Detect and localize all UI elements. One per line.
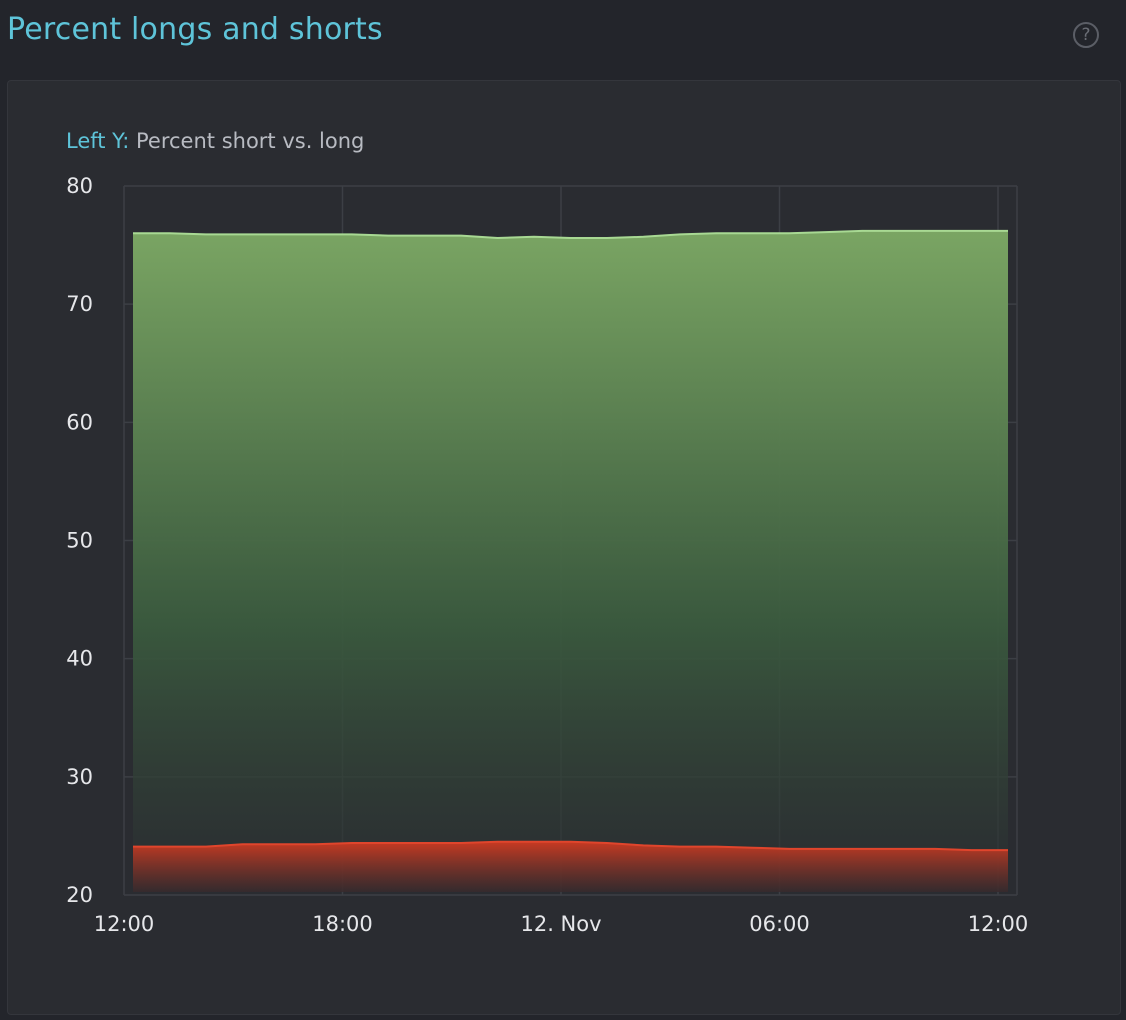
y-axis-caption-prefix: Left Y: [66,129,130,153]
y-axis-caption: Left Y: Percent short vs. long [66,129,364,153]
y-tick-labels: 80 70 60 50 40 30 20 [66,174,93,907]
y-tick-label: 80 [66,174,93,198]
x-tick-label: 12:00 [94,912,155,936]
long-area [133,230,1008,892]
short-area [133,841,1008,892]
y-tick-label: 60 [66,410,93,434]
y-tick-label: 70 [66,292,93,316]
series-areas [133,229,1008,892]
x-tick-label: 06:00 [749,912,810,936]
y-tick-label: 50 [66,529,93,553]
widget-header: Percent longs and shorts ? [0,0,1126,78]
y-tick-label: 40 [66,647,93,671]
widget-title: Percent longs and shorts [7,12,383,47]
x-tick-label: 12. Nov [520,912,601,936]
y-tick-label: 30 [66,765,93,789]
y-axis-label: Percent short vs. long [136,129,365,153]
short-line[interactable] [133,840,1008,852]
x-tick-label: 18:00 [312,912,373,936]
long-line[interactable] [133,229,1008,240]
x-tick-labels: 12:00 18:00 12. Nov 06:00 12:00 [94,912,1029,936]
y-tick-label: 20 [66,883,93,907]
x-tick-label: 12:00 [968,912,1029,936]
question-circle-icon[interactable]: ? [1073,22,1099,48]
